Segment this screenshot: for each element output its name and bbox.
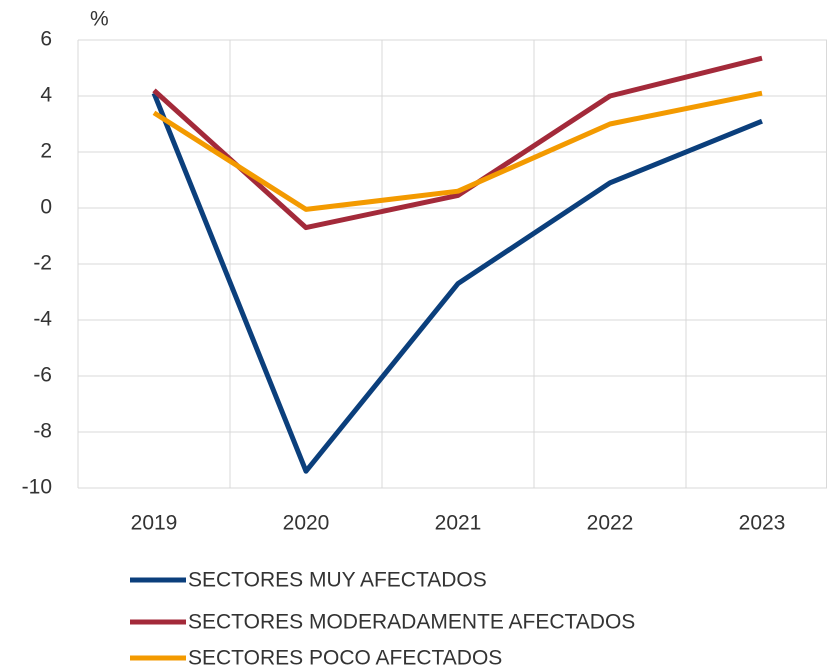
y-tick-label: 0 [40,196,52,219]
x-tick-label: 2022 [587,512,634,535]
y-tick-label: 2 [40,140,52,163]
y-tick-label: -8 [33,420,52,443]
y-tick-label: 6 [40,28,52,51]
x-tick-label: 2021 [435,512,482,535]
series-line [152,90,763,212]
legend-label: SECTORES POCO AFECTADOS [188,647,502,670]
y-axis-label: % [90,8,109,31]
series-line [151,92,763,474]
y-tick-label: 4 [40,84,52,107]
x-tick-label: 2019 [131,512,178,535]
y-tick-label: -10 [22,476,52,499]
series-line [152,55,763,231]
legend-label: SECTORES MUY AFECTADOS [188,569,487,592]
y-tick-label: -2 [33,252,52,275]
y-tick-label: -6 [33,364,52,387]
legend-label: SECTORES MODERADAMENTE AFECTADOS [188,611,635,634]
x-tick-label: 2020 [283,512,330,535]
x-tick-label: 2023 [739,512,786,535]
y-tick-label: -4 [33,308,52,331]
